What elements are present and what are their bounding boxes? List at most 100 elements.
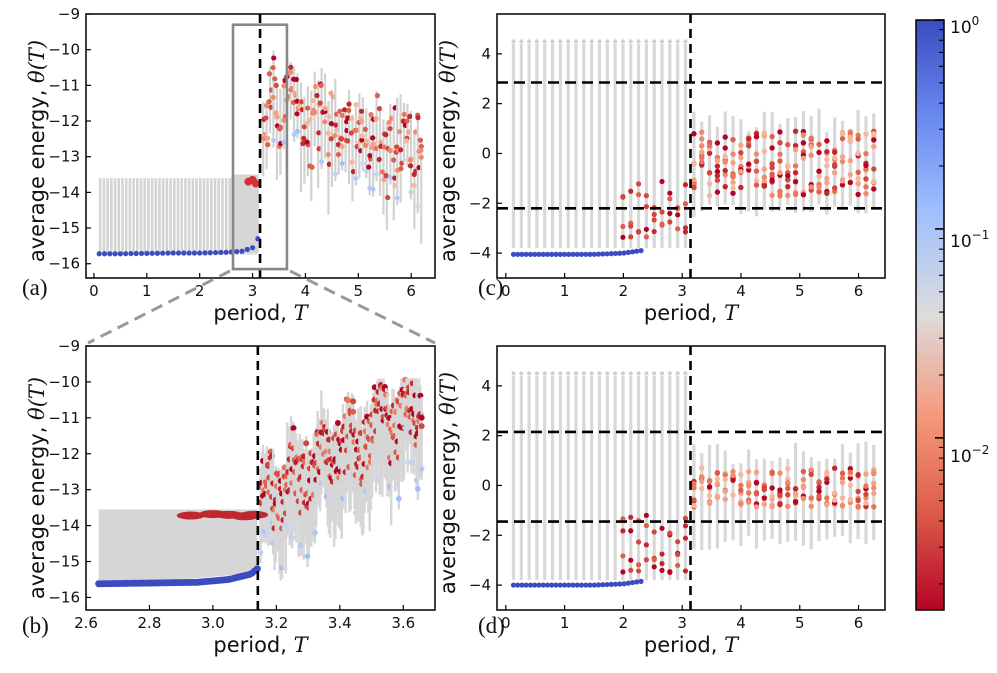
sample-point bbox=[527, 371, 532, 376]
sample-point bbox=[301, 124, 307, 130]
sample-point bbox=[359, 137, 365, 143]
ground-state-point bbox=[117, 251, 123, 257]
sample-point bbox=[660, 39, 665, 44]
sample-point bbox=[418, 147, 424, 153]
sample-point bbox=[863, 500, 869, 506]
sample-point bbox=[714, 168, 721, 175]
axes-frame bbox=[85, 13, 436, 279]
sample-point bbox=[706, 150, 713, 156]
sample-point bbox=[714, 173, 721, 179]
sample-point bbox=[824, 156, 830, 163]
sample-point bbox=[730, 190, 736, 196]
sample-point bbox=[367, 152, 373, 159]
sample-point bbox=[417, 137, 424, 143]
sample-point bbox=[730, 179, 736, 185]
sample-point bbox=[714, 480, 721, 487]
sample-point bbox=[871, 504, 877, 510]
sample-point bbox=[322, 119, 328, 125]
x-tick-label: 5 bbox=[795, 614, 805, 632]
sample-point bbox=[769, 503, 775, 510]
sample-point bbox=[792, 486, 799, 492]
sample-point bbox=[761, 166, 768, 172]
x-tick-label: 0 bbox=[89, 282, 99, 300]
sample-point bbox=[777, 192, 783, 199]
sample-point bbox=[753, 479, 760, 486]
sample-point bbox=[769, 161, 775, 167]
sample-point bbox=[863, 184, 869, 190]
sample-point bbox=[364, 138, 370, 144]
sample-point bbox=[332, 132, 338, 139]
sample-point bbox=[738, 487, 744, 493]
sample-point bbox=[871, 480, 877, 487]
sample-point bbox=[769, 192, 775, 198]
x-tick-label: 2 bbox=[195, 282, 205, 300]
ground-state-point bbox=[133, 250, 139, 257]
sample-point bbox=[325, 151, 331, 158]
x-tick-label: 2.8 bbox=[138, 614, 162, 632]
sample-point bbox=[542, 39, 547, 44]
ground-state-point bbox=[608, 251, 614, 257]
sample-point bbox=[808, 495, 814, 501]
x-tick-label: 4 bbox=[736, 614, 746, 632]
x-tick-label: 3.6 bbox=[391, 614, 415, 632]
sample-point bbox=[383, 132, 389, 138]
sample-point bbox=[769, 145, 775, 151]
sample-point bbox=[691, 485, 697, 491]
sample-point bbox=[651, 564, 657, 570]
colorbar-gradient bbox=[915, 19, 945, 611]
sample-point bbox=[289, 534, 296, 541]
ground-state-point bbox=[239, 248, 245, 254]
ground-state-point bbox=[144, 250, 150, 256]
ground-state-point bbox=[583, 582, 589, 588]
sample-point bbox=[644, 371, 649, 376]
sample-point bbox=[266, 99, 272, 105]
sample-point bbox=[265, 135, 271, 141]
sample-point bbox=[328, 136, 334, 142]
sample-point bbox=[800, 468, 807, 475]
sample-point bbox=[699, 136, 705, 142]
sample-point bbox=[871, 186, 877, 192]
sample-point bbox=[816, 493, 822, 499]
sample-point bbox=[294, 98, 300, 104]
sample-point bbox=[808, 184, 814, 190]
sample-point bbox=[682, 225, 689, 231]
sample-point bbox=[839, 158, 846, 165]
sample-point bbox=[816, 188, 822, 195]
sample-point bbox=[722, 167, 728, 174]
ground-state-point bbox=[519, 251, 525, 257]
sample-point bbox=[362, 126, 368, 133]
sample-point bbox=[396, 129, 403, 135]
sample-point bbox=[270, 65, 276, 71]
sample-point bbox=[722, 134, 728, 140]
sample-point bbox=[871, 469, 877, 476]
ground-state-point bbox=[249, 245, 256, 251]
sample-point bbox=[319, 159, 324, 165]
sample-point bbox=[800, 140, 807, 146]
ground-state-point bbox=[561, 251, 568, 257]
sample-point bbox=[738, 471, 744, 478]
y-tick-label: 2 bbox=[481, 95, 491, 113]
ground-state-point bbox=[96, 251, 102, 257]
sample-point bbox=[675, 39, 680, 44]
x-tick-label: 3 bbox=[677, 614, 687, 632]
sample-point bbox=[550, 371, 555, 376]
sample-point bbox=[266, 71, 273, 77]
sample-point bbox=[628, 528, 634, 534]
sample-point bbox=[534, 39, 539, 44]
ground-state-point bbox=[549, 582, 555, 588]
x-axis-label: period, T bbox=[644, 633, 740, 657]
sample-point bbox=[706, 493, 713, 499]
sample-point bbox=[659, 525, 665, 531]
ground-state-point bbox=[515, 251, 521, 257]
sample-point bbox=[699, 149, 705, 156]
sample-point bbox=[691, 503, 697, 509]
sample-point bbox=[326, 113, 332, 120]
ground-state-point bbox=[170, 250, 176, 256]
sample-point bbox=[745, 143, 752, 149]
sample-point bbox=[643, 557, 649, 563]
sample-point bbox=[714, 177, 721, 183]
y-tick-label: −13 bbox=[48, 481, 80, 499]
sample-point bbox=[863, 162, 869, 169]
sample-point bbox=[699, 465, 705, 471]
